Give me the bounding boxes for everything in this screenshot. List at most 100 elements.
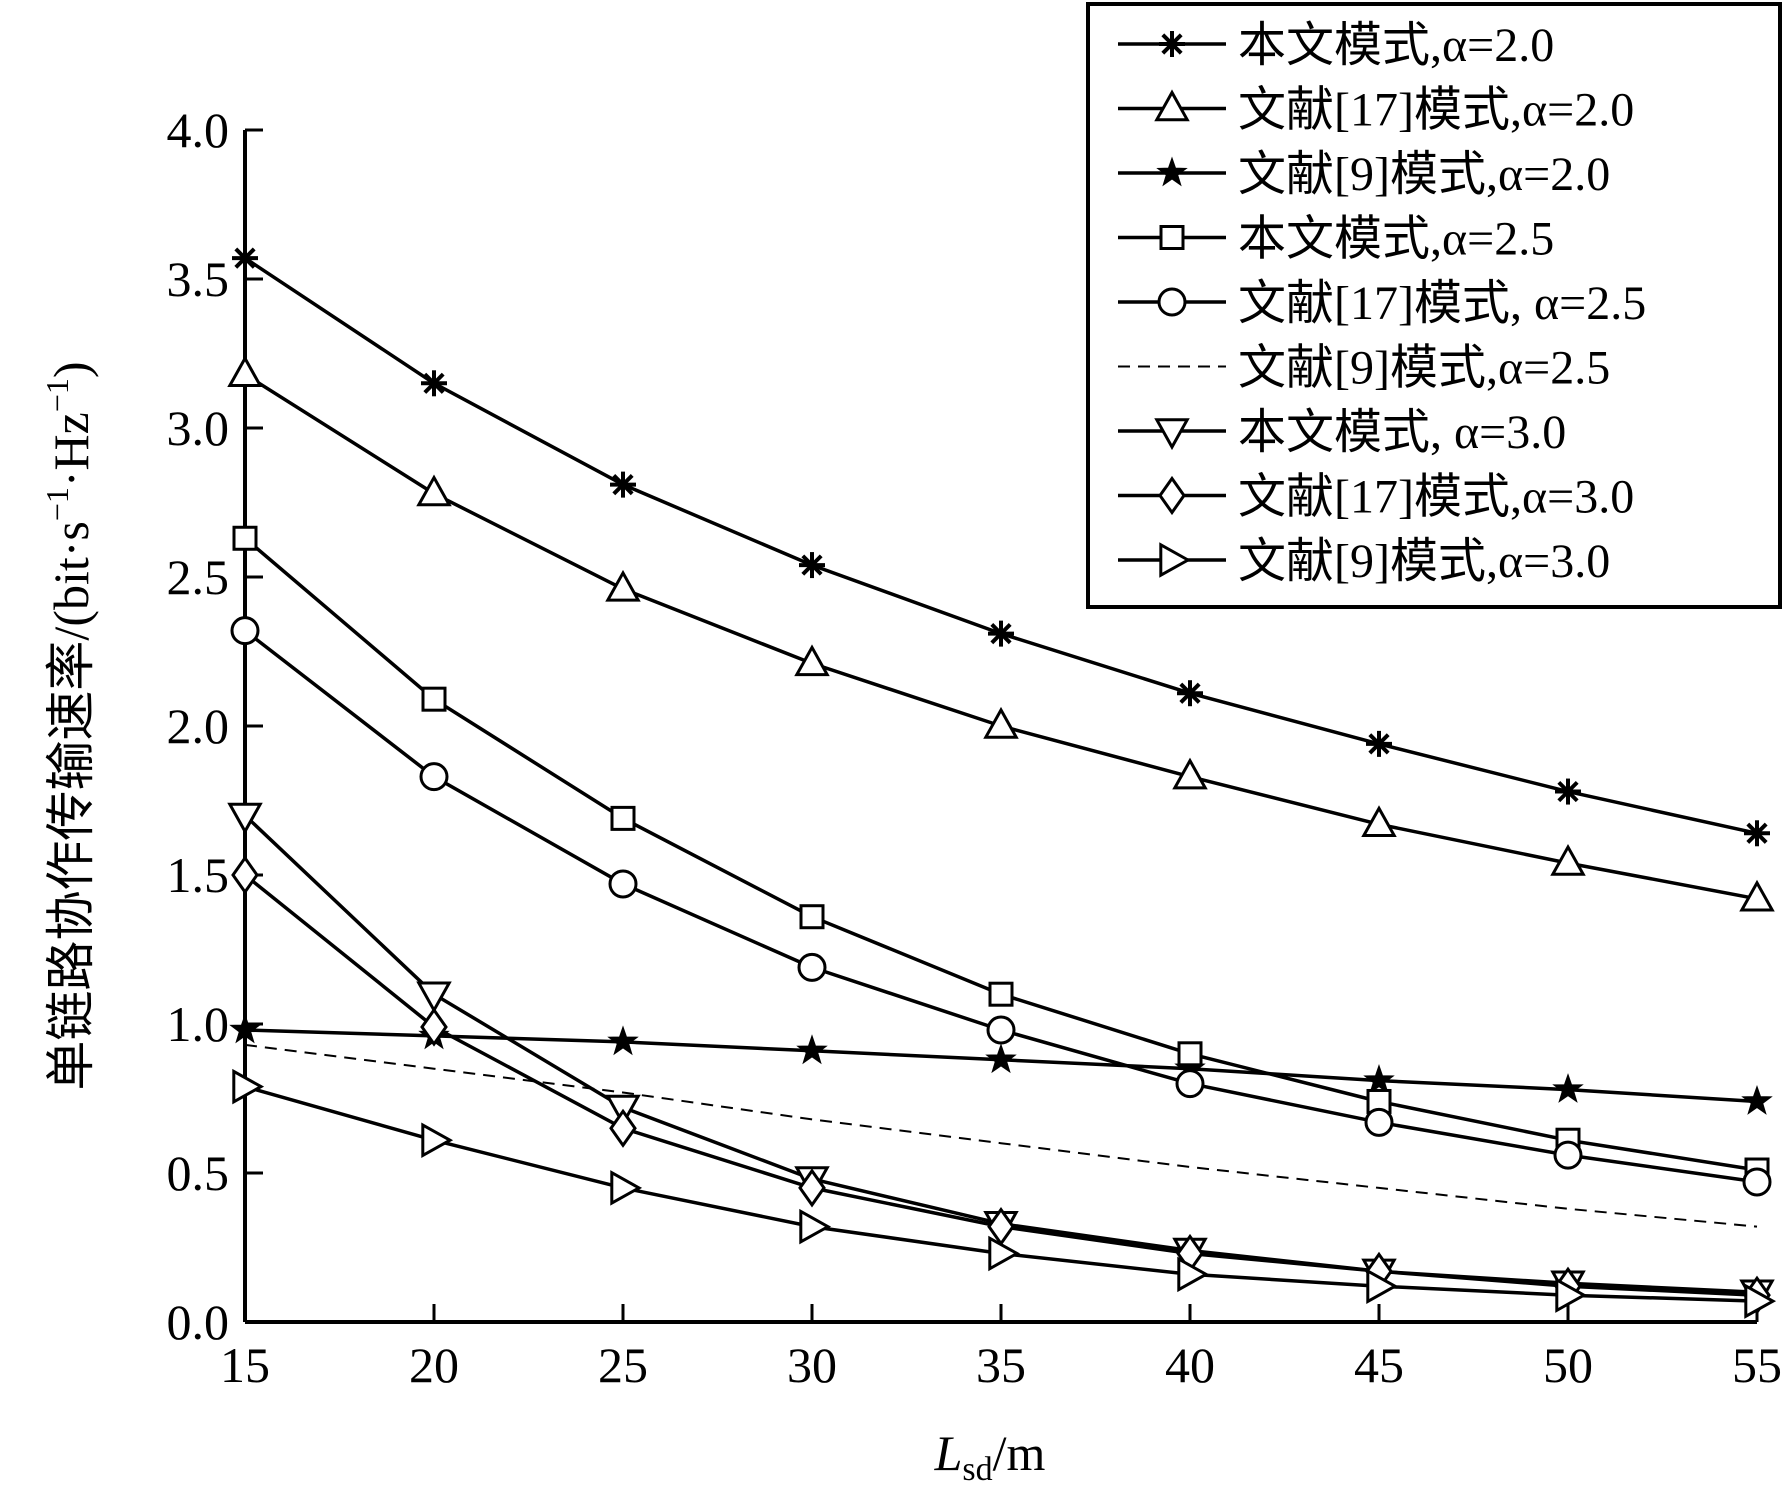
legend-entry: 文献[9]模式,α=2.5 — [1118, 342, 1610, 395]
marker-triangle-up — [227, 355, 263, 388]
marker-circle — [986, 1015, 1016, 1045]
y-tick-label: 4.0 — [167, 102, 230, 158]
legend-label: 本文模式,α=2.0 — [1238, 19, 1554, 72]
x-axis-title-unit: /m — [993, 1425, 1046, 1481]
legend-label: 本文模式,α=2.5 — [1238, 213, 1554, 266]
marker-triangle-down — [227, 802, 263, 835]
marker-triangle-down — [1154, 418, 1190, 451]
marker-triangle-up — [1361, 805, 1397, 838]
x-axis-title-main: L — [934, 1425, 963, 1481]
marker-circle — [1742, 1167, 1772, 1197]
marker-triangle-right — [988, 1235, 1021, 1272]
marker-star — [985, 1043, 1017, 1074]
legend-label: 文献[17]模式, α=2.5 — [1238, 277, 1646, 330]
y-axis-title-close: ) — [43, 361, 99, 378]
marker-circle — [608, 869, 638, 899]
marker-triangle-right — [421, 1122, 454, 1158]
marker-triangle-right — [1744, 1283, 1777, 1319]
x-tick-label: 20 — [409, 1337, 459, 1393]
marker-square — [799, 904, 825, 930]
marker-star — [1741, 1084, 1773, 1115]
legend-box — [1086, 2, 1782, 609]
marker-triangle-down — [416, 981, 452, 1014]
x-tick-label: 55 — [1732, 1337, 1782, 1393]
marker-asterisk — [1746, 822, 1768, 844]
y-tick-label: 1.5 — [167, 847, 230, 903]
marker-asterisk — [423, 372, 445, 394]
x-tick-label: 15 — [220, 1337, 270, 1393]
x-tick-label: 45 — [1354, 1337, 1404, 1393]
marker-triangle-right — [232, 1068, 265, 1105]
y-tick-label: 3.5 — [167, 251, 230, 307]
y-axis-title-sup1: −1 — [39, 487, 75, 521]
marker-square — [1159, 225, 1185, 250]
legend-entry: 文献[9]模式,α=3.0 — [1118, 535, 1610, 588]
marker-triangle-up — [416, 474, 452, 507]
marker-star — [607, 1025, 639, 1056]
marker-triangle-up — [605, 569, 641, 602]
marker-triangle-right — [1366, 1268, 1399, 1304]
marker-diamond — [1158, 475, 1186, 516]
legend-label: 文献[9]模式,α=2.0 — [1238, 148, 1610, 201]
marker-star — [229, 1013, 261, 1044]
marker-triangle-up — [1172, 757, 1208, 790]
x-tick-label: 35 — [976, 1337, 1026, 1393]
series-2 — [227, 355, 1775, 912]
marker-star — [796, 1034, 828, 1065]
y-tick-label: 1.0 — [167, 996, 230, 1052]
marker-star — [1363, 1064, 1395, 1095]
marker-asterisk — [1557, 780, 1579, 803]
legend-entry: 文献[17]模式, α=2.5 — [1118, 277, 1646, 330]
y-axis-title-text: 单链路协作传输速率/(bit·s — [43, 521, 99, 1090]
marker-diamond — [609, 1108, 637, 1148]
axis-titles: Lsd/m 单链路协作传输速率/(bit·s−1·Hz−1) — [39, 361, 1046, 1488]
x-tick-label: 25 — [598, 1337, 648, 1393]
marker-star — [1156, 156, 1188, 187]
series-1 — [232, 245, 1770, 847]
x-tick-label: 40 — [1165, 1337, 1215, 1393]
marker-circle — [230, 616, 260, 646]
marker-asterisk — [1368, 733, 1390, 755]
legend-label: 文献[17]模式,α=2.0 — [1238, 84, 1634, 137]
marker-asterisk — [801, 554, 823, 576]
y-tick-label: 0.0 — [167, 1294, 230, 1350]
series-line — [244, 1043, 1758, 1228]
marker-asterisk — [612, 474, 634, 496]
legend: 本文模式,α=2.0 文献[17]模式,α=2.0 文献[9]模式,α=2.0 本文模… — [1086, 2, 1782, 609]
marker-circle — [1157, 287, 1187, 317]
series-6 — [244, 1043, 1758, 1228]
y-axis-title: 单链路协作传输速率/(bit·s−1·Hz−1) — [39, 361, 99, 1090]
legend-label: 本文模式, α=3.0 — [1238, 406, 1566, 459]
x-axis-title: Lsd/m — [934, 1425, 1046, 1488]
x-axis-title-sub: sd — [962, 1451, 992, 1488]
y-tick-label: 3.0 — [167, 400, 230, 456]
series-5 — [230, 616, 1772, 1197]
legend-entry: 文献[17]模式,α=2.0 — [1118, 84, 1634, 137]
marker-circle — [1364, 1107, 1394, 1137]
axes: 0.0 0.5 1.0 1.5 2.0 2.5 3.0 3.5 4.0 15 20 25 30 35 40 4… — [167, 102, 1783, 1393]
legend-label: 文献[17]模式,α=3.0 — [1238, 471, 1634, 524]
marker-diamond — [420, 1007, 448, 1047]
legend-entry: 本文模式,α=2.0 — [1118, 19, 1554, 72]
marker-asterisk — [990, 623, 1012, 645]
y-tick-label: 2.5 — [167, 549, 230, 605]
series-group — [227, 245, 1777, 1319]
y-axis-title-mid: ·Hz — [43, 412, 99, 487]
y-tick-label: 2.0 — [167, 698, 230, 754]
marker-triangle-right — [1159, 542, 1192, 578]
marker-triangle-up — [794, 644, 830, 677]
x-tick-label: 50 — [1543, 1337, 1593, 1393]
marker-asterisk — [1161, 33, 1183, 55]
marker-asterisk — [234, 247, 256, 269]
marker-square — [232, 525, 258, 551]
legend-entry: 本文模式,α=2.5 — [1118, 213, 1554, 266]
marker-square — [988, 981, 1014, 1007]
marker-diamond — [231, 855, 259, 895]
legend-label: 文献[9]模式,α=2.5 — [1238, 342, 1610, 395]
marker-triangle-up — [983, 706, 1019, 739]
legend-entry: 文献[9]模式,α=2.0 — [1118, 148, 1610, 201]
marker-triangle-right — [1177, 1256, 1210, 1293]
marker-triangle-right — [610, 1170, 643, 1206]
marker-square — [1177, 1041, 1203, 1067]
